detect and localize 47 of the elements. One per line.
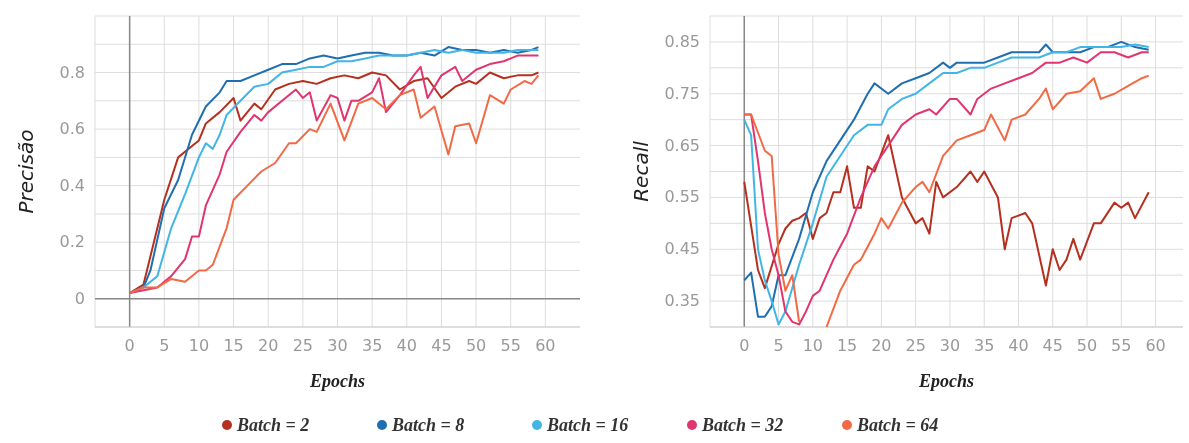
y-tick-label: 0.45 <box>664 239 700 259</box>
x-tick-label: 45 <box>1042 336 1063 355</box>
x-axis-title: Epochs <box>917 371 975 391</box>
y-tick-label: 0.4 <box>59 175 85 195</box>
legend-label: Batch = 2 <box>236 415 310 435</box>
y-tick-label: 0.6 <box>59 119 85 139</box>
legend-label: Batch = 64 <box>856 415 939 435</box>
x-tick-label: 60 <box>535 336 556 355</box>
x-tick-label: 20 <box>258 336 279 355</box>
x-tick-label: 50 <box>1076 336 1098 355</box>
x-tick-label: 30 <box>939 336 961 355</box>
x-tick-label: 0 <box>739 336 750 355</box>
x-tick-label: 50 <box>465 336 487 355</box>
legend-label: Batch = 16 <box>546 415 629 435</box>
x-axis-title: Epochs <box>308 371 366 391</box>
x-tick-label: 60 <box>1145 336 1166 355</box>
x-tick-label: 45 <box>431 336 452 355</box>
x-tick-label: 55 <box>500 336 521 355</box>
x-tick-label: 10 <box>802 336 824 355</box>
x-tick-label: 5 <box>159 336 170 355</box>
x-tick-label: 55 <box>1111 336 1132 355</box>
x-tick-label: 35 <box>361 336 383 355</box>
x-tick-label: 35 <box>974 336 995 355</box>
x-tick-label: 5 <box>773 336 784 355</box>
x-tick-label: 10 <box>188 336 210 355</box>
y-tick-label: 0.2 <box>59 232 85 252</box>
line-series <box>743 134 1150 290</box>
x-tick-label: 20 <box>871 336 892 355</box>
y-tick-label: 0.35 <box>664 291 700 311</box>
y-tick-label: 0.65 <box>664 135 700 155</box>
x-tick-label: 15 <box>223 336 244 355</box>
x-tick-label: 25 <box>292 336 314 355</box>
y-axis-title: Recall <box>629 140 653 202</box>
y-tick-label: 0.8 <box>59 62 85 82</box>
legend-label: Batch = 8 <box>391 415 465 435</box>
x-tick-label: 30 <box>327 336 348 355</box>
y-tick-label: 0 <box>74 288 85 308</box>
y-tick-label: 0.85 <box>664 31 700 51</box>
y-axis-title: Precisão <box>14 129 38 214</box>
legend-label: Batch = 32 <box>701 415 784 435</box>
x-tick-label: 15 <box>836 336 858 355</box>
y-tick-label: 0.75 <box>664 83 700 103</box>
x-tick-label: 40 <box>396 336 417 355</box>
x-tick-label: 25 <box>905 336 926 355</box>
x-tick-label: 40 <box>1008 336 1029 355</box>
y-tick-label: 0.55 <box>664 187 700 207</box>
x-tick-label: 0 <box>124 336 135 355</box>
